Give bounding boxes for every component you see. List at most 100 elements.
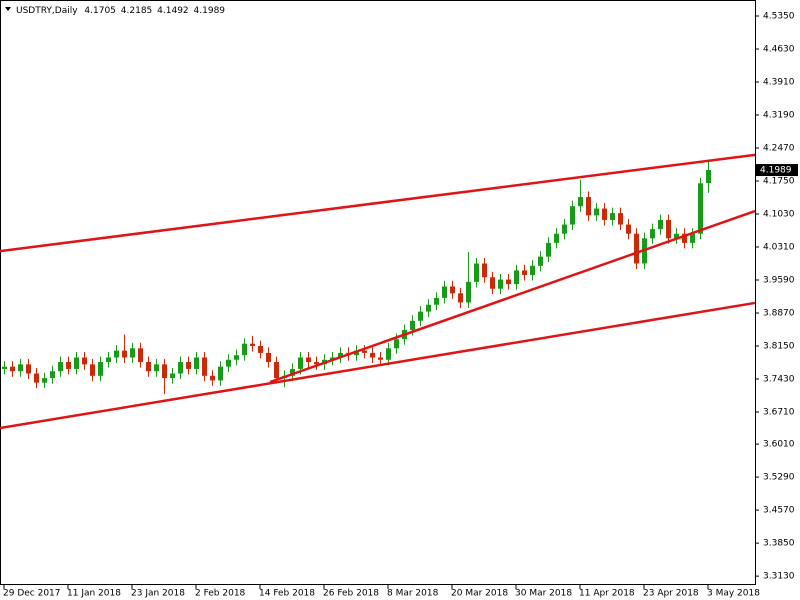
candle-body xyxy=(138,348,143,363)
x-tick-label: 11 Apr 2018 xyxy=(579,589,635,599)
x-tick-label: 11 Jan 2018 xyxy=(67,589,121,599)
candle-body xyxy=(10,366,15,372)
y-tick-label: 3.8150 xyxy=(763,342,795,352)
candle-body xyxy=(474,263,479,282)
candle-body xyxy=(338,352,343,358)
candle-body xyxy=(306,357,311,363)
candle-body xyxy=(426,304,431,312)
candle-body xyxy=(330,357,335,360)
y-tick-label: 4.1750 xyxy=(763,177,795,187)
x-tick-label: 20 Mar 2018 xyxy=(451,589,508,599)
candle-body xyxy=(562,224,567,234)
candle-body xyxy=(130,348,135,358)
x-tick-label: 30 Mar 2018 xyxy=(515,589,572,599)
candle-body xyxy=(242,343,247,356)
candle-body xyxy=(146,362,151,372)
candle-body xyxy=(362,350,367,353)
candle-body xyxy=(314,362,319,365)
x-tick-label: 2 Feb 2018 xyxy=(195,589,246,599)
candle-body xyxy=(602,208,607,220)
y-tick-label: 3.6010 xyxy=(763,440,795,450)
candle-body xyxy=(106,357,111,363)
candle-body xyxy=(234,355,239,360)
candle-body xyxy=(490,277,495,289)
candle-body xyxy=(82,357,87,365)
header: USDTRY,Daily 4.1705 4.2185 4.1492 4.1989 xyxy=(16,6,225,16)
y-tick-label: 3.3850 xyxy=(763,539,795,549)
candle-body xyxy=(682,233,687,243)
candle-body xyxy=(2,366,7,369)
candle-body xyxy=(506,279,511,285)
candle-body xyxy=(658,219,663,230)
candle-body xyxy=(618,213,623,225)
x-tick-label: 14 Feb 2018 xyxy=(259,589,315,599)
candle-body xyxy=(386,348,391,360)
x-tick-label: 26 Feb 2018 xyxy=(323,589,379,599)
y-tick-label: 3.6710 xyxy=(763,408,795,418)
candle-body xyxy=(90,364,95,376)
y-tick-label: 3.3130 xyxy=(763,572,795,582)
candle-body xyxy=(450,286,455,294)
candle-body xyxy=(194,357,199,369)
candle-body xyxy=(218,366,223,381)
candle-body xyxy=(370,352,375,358)
candle-body xyxy=(290,368,295,376)
candle-body xyxy=(298,357,303,369)
candle-body xyxy=(74,357,79,369)
y-tick-label: 3.5290 xyxy=(763,473,795,483)
candle-body xyxy=(706,170,711,184)
candle-body xyxy=(170,373,175,379)
candle-body xyxy=(570,206,575,225)
symbol: USDTRY,Daily xyxy=(16,6,78,16)
candle-body xyxy=(18,364,23,372)
candle-body xyxy=(530,265,535,275)
candle-body xyxy=(354,350,359,356)
candle-body xyxy=(634,233,639,264)
candle-body xyxy=(26,364,31,374)
candle-body xyxy=(482,263,487,278)
candle-body xyxy=(514,270,519,285)
candle-body xyxy=(202,357,207,376)
menu-arrow[interactable] xyxy=(5,7,11,11)
candle-body xyxy=(666,219,671,239)
candle-body xyxy=(154,364,159,372)
candle-body xyxy=(594,208,599,216)
x-tick-label: 23 Apr 2018 xyxy=(643,589,699,599)
candle-body xyxy=(674,233,679,239)
y-tick-label: 3.4570 xyxy=(763,506,795,516)
candle-body xyxy=(210,375,215,381)
header-high: 4.2185 xyxy=(121,6,153,16)
candle-body xyxy=(546,242,551,257)
price-tag-label: 4.1989 xyxy=(760,166,792,176)
candle-body xyxy=(98,362,103,376)
x-tick-label: 3 May 2018 xyxy=(707,589,760,599)
candle-body xyxy=(274,362,279,379)
price-tag xyxy=(756,164,798,177)
candle-body xyxy=(498,279,503,289)
candle-body xyxy=(266,352,271,363)
candle-body xyxy=(122,350,127,358)
trend-line xyxy=(269,209,756,384)
y-tick-label: 4.3190 xyxy=(763,111,795,121)
y-tick-label: 3.9590 xyxy=(763,276,795,286)
candle-body xyxy=(610,213,615,220)
candle-body xyxy=(434,297,439,305)
candle-body xyxy=(162,364,167,379)
candle-body xyxy=(50,371,55,379)
candle-body xyxy=(378,357,383,360)
candle-body xyxy=(258,346,263,353)
candle-body xyxy=(578,197,583,207)
y-tick-label: 3.7430 xyxy=(763,375,795,385)
candle-body xyxy=(178,362,183,374)
y-tick-label: 4.4630 xyxy=(763,44,795,54)
y-tick-label: 4.3910 xyxy=(763,77,795,87)
trend-line xyxy=(0,301,756,430)
candle-body xyxy=(442,286,447,298)
candle-body xyxy=(522,270,527,275)
candle-body xyxy=(698,183,703,234)
header-low: 4.1492 xyxy=(157,6,189,16)
candle-body xyxy=(410,320,415,330)
candle-body xyxy=(418,311,423,321)
header-close: 4.1989 xyxy=(194,6,226,16)
y-tick-label: 3.8870 xyxy=(763,309,795,319)
